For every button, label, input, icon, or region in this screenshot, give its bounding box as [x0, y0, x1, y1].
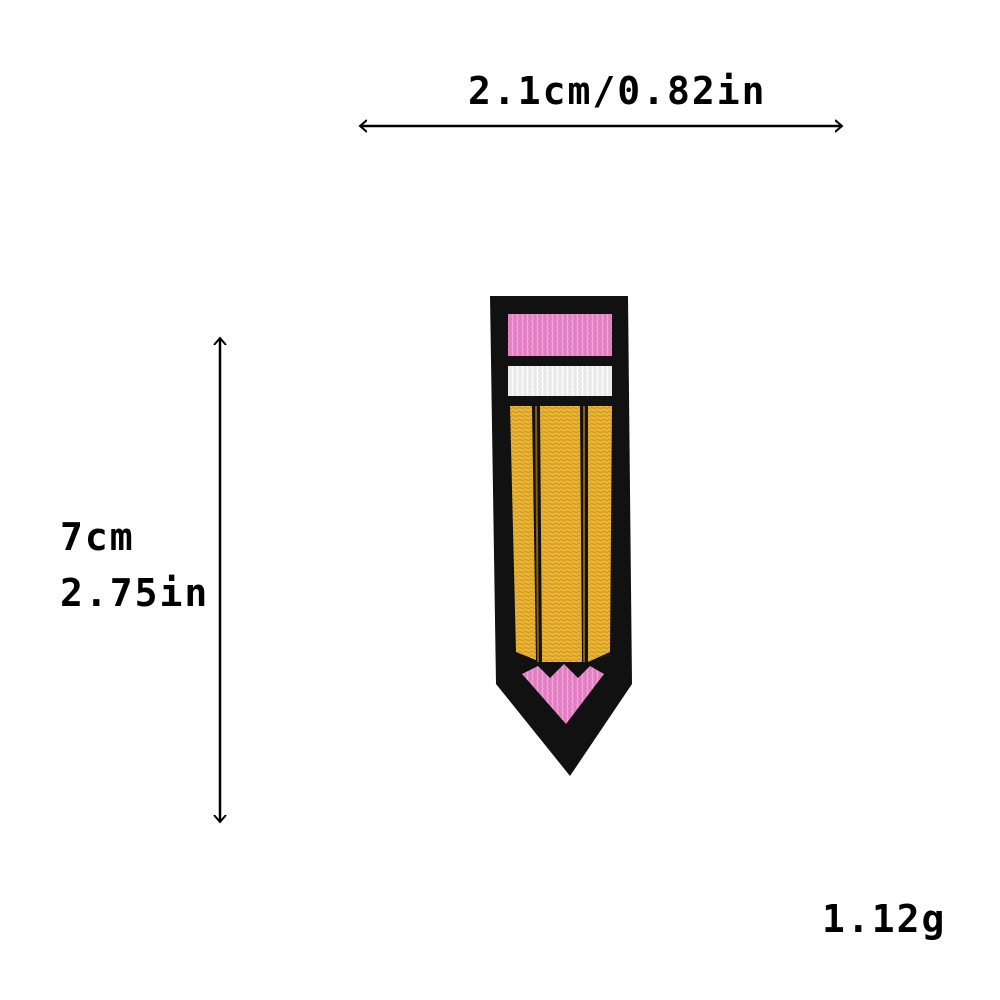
height-in-label: 2.75in [60, 571, 210, 615]
pencil-patch-icon [490, 296, 632, 776]
eraser [508, 314, 612, 356]
weight-label: 1.12g [822, 897, 947, 941]
pencil-tip [522, 664, 604, 724]
height-cm-label: 7cm [60, 515, 135, 559]
width-label: 2.1cm/0.82in [468, 69, 767, 113]
pencil-body [510, 405, 612, 663]
ferrule [508, 366, 612, 396]
